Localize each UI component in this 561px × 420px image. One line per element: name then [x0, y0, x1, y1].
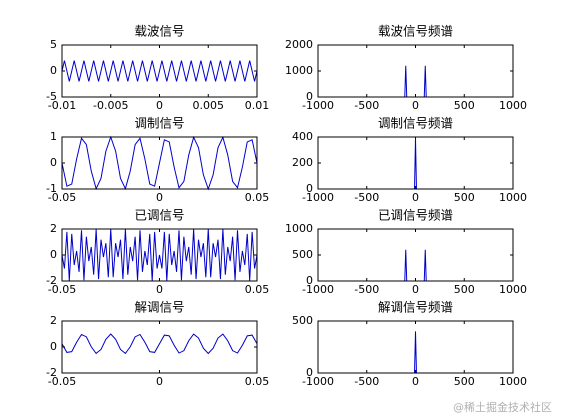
- x-tick-label: -500: [354, 283, 379, 296]
- signal-line: [61, 60, 258, 82]
- x-tick-label: 1000: [499, 283, 527, 296]
- y-tick-label: -2: [46, 274, 57, 287]
- y-tick-label: 0: [50, 340, 57, 353]
- x-tick-label: 0: [156, 191, 163, 204]
- x-tick-label: 0.01: [245, 99, 270, 112]
- x-tick-label: 500: [454, 191, 475, 204]
- watermark: @稀土掘金技术社区: [453, 400, 552, 414]
- subplot-title: 已调信号频谱: [378, 208, 453, 223]
- y-tick-label: -5: [46, 90, 57, 103]
- y-tick-label: -1: [46, 182, 57, 195]
- y-tick-label: 1: [50, 130, 57, 143]
- y-tick-label: 1000: [285, 64, 313, 77]
- x-tick-label: 1000: [499, 99, 527, 112]
- y-tick-label: 0: [50, 156, 57, 169]
- y-tick-label: 2000: [285, 38, 313, 51]
- y-tick-label: 2: [50, 222, 57, 235]
- y-tick-label: 0: [50, 248, 57, 261]
- axes-background: [62, 321, 257, 373]
- y-tick-label: 0: [306, 182, 313, 195]
- x-tick-label: -1000: [302, 283, 334, 296]
- y-tick-label: 0: [306, 90, 313, 103]
- y-tick-label: 0: [50, 64, 57, 77]
- axes-box: [61, 44, 258, 98]
- x-tick-label: 1000: [499, 375, 527, 388]
- x-tick-label: -500: [354, 191, 379, 204]
- axes-box: [317, 44, 514, 98]
- x-tick-label: 0: [156, 375, 163, 388]
- x-tick-label: -0.05: [48, 191, 76, 204]
- axes-background: [318, 45, 513, 97]
- x-tick-label: 0: [156, 99, 163, 112]
- x-tick-label: 0.005: [193, 99, 225, 112]
- x-tick-label: 0: [156, 283, 163, 296]
- x-tick-label: 0: [412, 283, 419, 296]
- signal-line: [61, 228, 258, 281]
- y-tick-label: 500: [292, 248, 313, 261]
- y-tick-label: 0: [306, 366, 313, 379]
- y-tick-label: 200: [292, 156, 313, 169]
- axes-box: [61, 228, 258, 282]
- y-tick-label: 1000: [285, 222, 313, 235]
- x-tick-label: -1000: [302, 191, 334, 204]
- signal-line: [61, 333, 258, 355]
- x-tick-label: -0.01: [48, 99, 76, 112]
- x-tick-label: -0.005: [93, 99, 128, 112]
- x-tick-label: 0: [412, 99, 419, 112]
- signal-line: [61, 135, 258, 191]
- x-tick-label: -500: [354, 99, 379, 112]
- axes-box: [317, 320, 514, 374]
- subplot-title: 调制信号: [134, 116, 184, 131]
- x-tick-label: 1000: [499, 191, 527, 204]
- subplot-title: 解调信号: [134, 300, 184, 315]
- subplot-title: 载波信号: [134, 24, 184, 39]
- x-tick-label: -500: [354, 375, 379, 388]
- x-tick-label: 500: [454, 283, 475, 296]
- y-tick-label: 500: [292, 314, 313, 327]
- x-tick-label: -0.05: [48, 375, 76, 388]
- subplot-title: 已调信号: [134, 208, 184, 223]
- x-tick-label: -1000: [302, 99, 334, 112]
- axes-background: [318, 229, 513, 281]
- x-tick-label: 0.05: [245, 283, 270, 296]
- x-tick-label: -1000: [302, 375, 334, 388]
- x-tick-label: -0.05: [48, 283, 76, 296]
- x-tick-label: 500: [454, 375, 475, 388]
- x-tick-label: 0: [412, 375, 419, 388]
- x-tick-label: 0.05: [245, 375, 270, 388]
- y-tick-label: 0: [306, 274, 313, 287]
- axes-box: [317, 136, 514, 190]
- subplot-title: 载波信号频谱: [378, 24, 453, 39]
- x-tick-label: 500: [454, 99, 475, 112]
- y-tick-label: 5: [50, 38, 57, 51]
- axes-box: [61, 136, 258, 190]
- x-tick-label: 0: [412, 191, 419, 204]
- axes-box: [61, 320, 258, 374]
- y-tick-label: 2: [50, 314, 57, 327]
- axes-box: [317, 228, 514, 282]
- subplot-title: 调制信号频谱: [378, 116, 453, 131]
- subplot-title: 解调信号频谱: [378, 300, 453, 315]
- x-tick-label: 0.05: [245, 191, 270, 204]
- y-tick-label: -2: [46, 366, 57, 379]
- y-tick-label: 400: [292, 130, 313, 143]
